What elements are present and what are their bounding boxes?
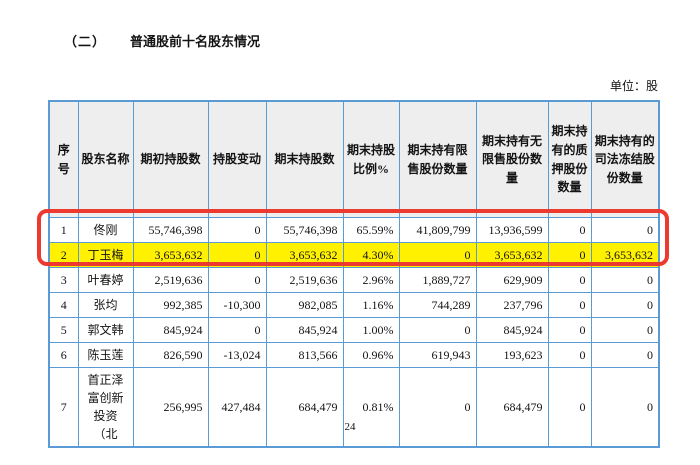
cell-index: 2	[48, 242, 79, 268]
cell-share-change: 0	[207, 267, 267, 293]
cell-index: 7	[48, 367, 79, 448]
table-row: 7 首正泽富创新投资（北 256,995 427,484 684,479 0.8…	[48, 367, 660, 448]
cell-frozen-shares: 0	[590, 217, 660, 243]
cell-frozen-shares: 0	[590, 267, 660, 293]
cell-unrestricted-shares: 13,936,599	[475, 217, 549, 243]
cell-restricted-shares: 41,809,799	[398, 217, 477, 243]
cell-unrestricted-shares: 237,796	[475, 292, 549, 318]
cell-shareholder-name: 佟刚	[77, 217, 134, 243]
cell-ending-ratio: 0.96%	[342, 342, 400, 368]
cell-ending-ratio: 1.00%	[342, 317, 400, 343]
cell-initial-shares: 3,653,632	[132, 242, 209, 268]
cell-restricted-shares: 1,889,727	[398, 267, 477, 293]
cell-unrestricted-shares: 3,653,632	[475, 242, 549, 268]
cell-ending-ratio: 4.30%	[342, 242, 400, 268]
table-row: 3 叶春婷 2,519,636 0 2,519,636 2.96% 1,889,…	[48, 267, 660, 293]
cell-ending-ratio: 2.96%	[342, 267, 400, 293]
col-header-ending-shares: 期末持股数	[265, 100, 344, 218]
cell-index: 6	[48, 342, 79, 368]
cell-share-change: -13,024	[207, 342, 267, 368]
section-number: （二）	[64, 34, 107, 49]
cell-shareholder-name: 叶春婷	[77, 267, 134, 293]
cell-pledged-shares: 0	[547, 267, 592, 293]
cell-restricted-shares: 0	[398, 367, 477, 448]
cell-initial-shares: 826,590	[132, 342, 209, 368]
cell-index: 1	[48, 217, 79, 243]
shareholders-table: 序号 股东名称 期初持股数 持股变动 期末持股数 期末持股比例% 期末持有限售股…	[48, 100, 660, 448]
cell-restricted-shares: 744,289	[398, 292, 477, 318]
table-row: 5 郭文韩 845,924 0 845,924 1.00% 0 845,924 …	[48, 317, 660, 343]
cell-ending-ratio: 65.59%	[342, 217, 400, 243]
page-number: 24	[344, 421, 356, 433]
table-row: 6 陈玉莲 826,590 -13,024 813,566 0.96% 619,…	[48, 342, 660, 368]
cell-share-change: 0	[207, 217, 267, 243]
cell-shareholder-name: 张均	[77, 292, 134, 318]
cell-ending-shares: 2,519,636	[265, 267, 344, 293]
cell-restricted-shares: 619,943	[398, 342, 477, 368]
cell-ending-shares: 813,566	[265, 342, 344, 368]
col-header-pledged-shares: 期末持有的质押股份数量	[547, 100, 592, 218]
cell-shareholder-name: 丁玉梅	[77, 242, 134, 268]
table-row: 1 佟刚 55,746,398 0 55,746,398 65.59% 41,8…	[48, 217, 660, 243]
cell-share-change: 0	[207, 242, 267, 268]
table-header-row: 序号 股东名称 期初持股数 持股变动 期末持股数 期末持股比例% 期末持有限售股…	[48, 100, 660, 218]
table-row-highlighted: 2 丁玉梅 3,653,632 0 3,653,632 4.30% 0 3,65…	[48, 242, 660, 268]
col-header-ending-ratio: 期末持股比例%	[342, 100, 400, 218]
col-header-unrestricted-shares: 期末持有无限售股份数量	[475, 100, 549, 218]
cell-initial-shares: 2,519,636	[132, 267, 209, 293]
cell-frozen-shares: 3,653,632	[590, 242, 660, 268]
cell-index: 3	[48, 267, 79, 293]
cell-share-change: 427,484	[207, 367, 267, 448]
col-header-frozen-shares: 期末持有的司法冻结股份数量	[590, 100, 660, 218]
cell-ending-ratio: 0.81%	[342, 367, 400, 448]
cell-ending-ratio: 1.16%	[342, 292, 400, 318]
cell-share-change: -10,300	[207, 292, 267, 318]
cell-unrestricted-shares: 193,623	[475, 342, 549, 368]
cell-frozen-shares: 0	[590, 317, 660, 343]
cell-pledged-shares: 0	[547, 217, 592, 243]
cell-pledged-shares: 0	[547, 367, 592, 448]
cell-index: 4	[48, 292, 79, 318]
col-header-index: 序号	[48, 100, 79, 218]
col-header-shareholder-name: 股东名称	[77, 100, 134, 218]
cell-frozen-shares: 0	[590, 342, 660, 368]
section-heading: （二） 普通股前十名股东情况	[64, 31, 260, 50]
col-header-share-change: 持股变动	[207, 100, 267, 218]
cell-ending-shares: 684,479	[265, 367, 344, 448]
cell-initial-shares: 55,746,398	[132, 217, 209, 243]
cell-share-change: 0	[207, 317, 267, 343]
cell-ending-shares: 845,924	[265, 317, 344, 343]
cell-initial-shares: 992,385	[132, 292, 209, 318]
cell-index: 5	[48, 317, 79, 343]
cell-ending-shares: 55,746,398	[265, 217, 344, 243]
cell-shareholder-name: 首正泽富创新投资（北	[77, 367, 134, 448]
cell-unrestricted-shares: 845,924	[475, 317, 549, 343]
cell-ending-shares: 3,653,632	[265, 242, 344, 268]
cell-pledged-shares: 0	[547, 317, 592, 343]
cell-frozen-shares: 0	[590, 367, 660, 448]
cell-initial-shares: 845,924	[132, 317, 209, 343]
cell-ending-shares: 982,085	[265, 292, 344, 318]
cell-pledged-shares: 0	[547, 242, 592, 268]
cell-pledged-shares: 0	[547, 292, 592, 318]
cell-unrestricted-shares: 629,909	[475, 267, 549, 293]
unit-label: 单位：股	[609, 79, 658, 93]
cell-frozen-shares: 0	[590, 292, 660, 318]
col-header-restricted-shares: 期末持有限售股份数量	[398, 100, 477, 218]
cell-restricted-shares: 0	[398, 317, 477, 343]
cell-pledged-shares: 0	[547, 342, 592, 368]
cell-restricted-shares: 0	[398, 242, 477, 268]
table-row: 4 张均 992,385 -10,300 982,085 1.16% 744,2…	[48, 292, 660, 318]
col-header-initial-shares: 期初持股数	[132, 100, 209, 218]
cell-shareholder-name: 陈玉莲	[77, 342, 134, 368]
cell-initial-shares: 256,995	[132, 367, 209, 448]
cell-unrestricted-shares: 684,479	[475, 367, 549, 448]
cell-shareholder-name: 郭文韩	[77, 317, 134, 343]
section-title: 普通股前十名股东情况	[130, 34, 261, 49]
